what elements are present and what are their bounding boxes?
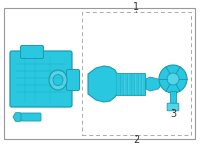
FancyBboxPatch shape [10,51,72,107]
Bar [116,73,145,95]
Bar [116,74,118,94]
Bar [134,74,136,94]
Circle shape [167,73,179,85]
Bar [170,91,176,105]
Bar [4,8,195,139]
Text: 3: 3 [170,109,176,119]
Bar [82,12,191,135]
Ellipse shape [49,70,67,90]
Circle shape [159,65,187,93]
Polygon shape [88,66,118,102]
Ellipse shape [53,75,63,86]
FancyBboxPatch shape [66,70,80,91]
Bar [120,74,121,94]
Polygon shape [116,73,122,95]
Text: 2: 2 [133,135,139,145]
Polygon shape [146,77,160,91]
FancyBboxPatch shape [21,113,41,121]
FancyBboxPatch shape [167,103,179,111]
Polygon shape [13,113,23,121]
Text: 1: 1 [133,2,139,12]
FancyBboxPatch shape [21,46,44,59]
Bar [123,74,125,94]
Bar [138,74,140,94]
Bar [141,74,143,94]
Bar [130,74,132,94]
Bar [127,74,129,94]
